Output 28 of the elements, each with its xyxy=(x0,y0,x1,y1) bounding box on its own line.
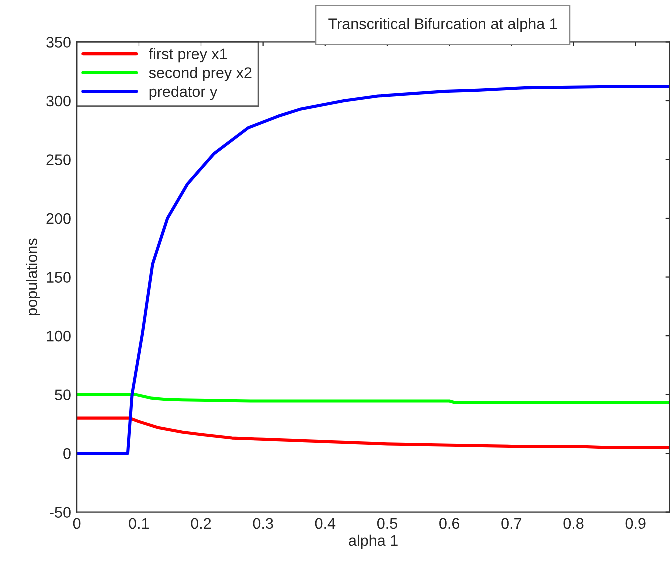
y-axis-title: populations xyxy=(26,238,40,316)
line-series xyxy=(77,85,670,456)
y-tick-label: -50 xyxy=(50,507,71,518)
legend-label: second prey x2 xyxy=(149,67,252,82)
y-tick-label: 350 xyxy=(46,37,71,48)
x-tick-label: 0.3 xyxy=(253,518,274,530)
chart-title: Transcritical Bifurcation at alpha 1 xyxy=(328,18,558,32)
legend-label: predator y xyxy=(150,86,218,100)
x-tick-label: 0.8 xyxy=(564,518,584,530)
y-tick-label: 0 xyxy=(64,448,71,460)
x-tick-label: 0.1 xyxy=(129,518,150,530)
x-tick-label: 0.7 xyxy=(502,518,522,530)
legend-label: first prey x1 xyxy=(149,48,228,63)
y-tick-label: 300 xyxy=(46,96,71,107)
y-tick-label: 100 xyxy=(47,330,71,342)
x-tick-label: 0.9 xyxy=(626,518,646,530)
x-tick-label: 0.5 xyxy=(377,518,398,530)
x-tick-label: 0.2 xyxy=(191,518,212,530)
line-series xyxy=(77,393,670,405)
line-series xyxy=(77,416,670,450)
y-tick-label: 50 xyxy=(55,390,71,400)
x-axis-title: alpha 1 xyxy=(349,534,398,550)
y-tick-label: 150 xyxy=(47,272,71,283)
y-tick-label: 250 xyxy=(46,154,71,166)
x-tick-label: 0 xyxy=(73,518,81,530)
y-tick-label: 200 xyxy=(46,213,71,224)
x-tick-label: 0.6 xyxy=(440,518,460,530)
x-tick-label: 0.4 xyxy=(315,518,336,530)
